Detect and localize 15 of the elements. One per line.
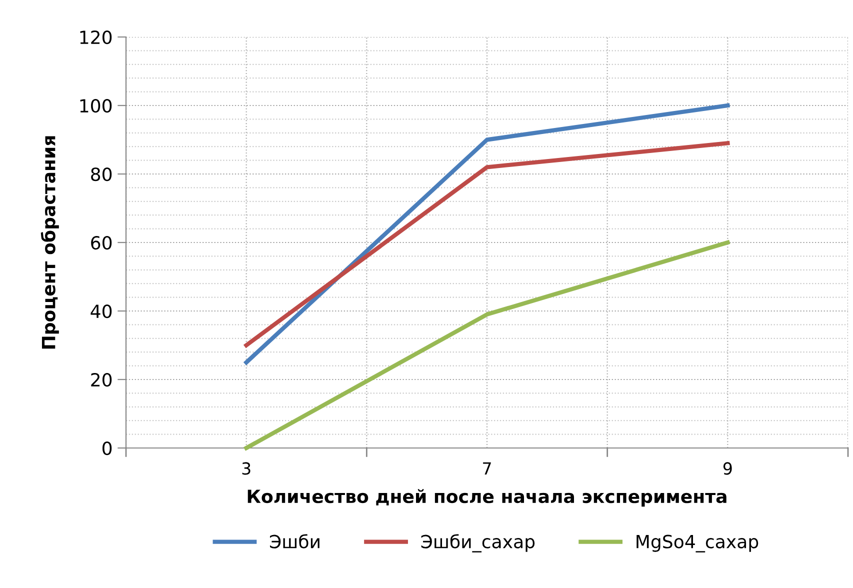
x-tick-label: 9 <box>723 462 732 475</box>
y-tick-label: 0 <box>102 441 112 456</box>
y-tick-label: 20 <box>91 372 112 387</box>
x-tick-label: 3 <box>242 462 250 475</box>
y-tick-label: 120 <box>80 30 112 44</box>
y-tick-label: 80 <box>91 167 112 182</box>
legend-label: Эшби <box>270 534 320 548</box>
y-tick-label: 100 <box>80 98 112 113</box>
x-tick-label: 7 <box>483 462 491 475</box>
legend-label: MgSo4_сахар <box>636 534 758 552</box>
legend-label: Эшби_сахар <box>421 534 535 552</box>
y-axis-title: Процент обрастания <box>40 136 59 349</box>
y-tick-label: 60 <box>91 236 112 250</box>
y-tick-label: 40 <box>90 304 112 318</box>
x-axis-title: Количество дней после начала эксперимента <box>248 489 726 507</box>
